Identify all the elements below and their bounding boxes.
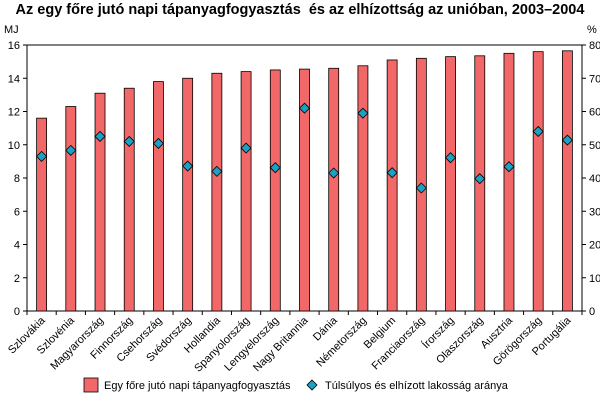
left-tick-label: 14: [8, 73, 20, 85]
data-point: [386, 167, 398, 179]
left-tick-label: 16: [8, 40, 20, 52]
x-tick-label: Franciaország: [370, 315, 428, 373]
data-point: [269, 162, 281, 174]
bar: [532, 51, 544, 312]
left-tick-label: 8: [14, 173, 20, 185]
bar: [153, 81, 164, 312]
right-tick-label: 20: [589, 240, 600, 252]
bar: [328, 67, 340, 312]
data-point: [123, 135, 135, 147]
data-point: [357, 107, 369, 119]
bar: [123, 87, 135, 312]
chart-title: Az egy főre jutó napi tápanyagfogyasztás…: [15, 2, 585, 18]
data-point: [474, 173, 486, 185]
data-point: [328, 167, 340, 179]
markers: [36, 102, 573, 194]
legend-marker-label: Túlsúlyos és elhízott lakosság aránya: [325, 380, 509, 392]
legend-bar-label: Egy főre jutó napi tápanyagfogyasztás: [104, 380, 291, 392]
bar: [561, 50, 573, 312]
right-tick-label: 60: [589, 107, 600, 119]
bar: [357, 65, 369, 312]
left-tick-label: 0: [14, 306, 20, 318]
bar: [445, 56, 456, 312]
bar: [269, 69, 281, 312]
left-tick-label: 12: [8, 107, 20, 119]
bar: [386, 59, 398, 312]
data-point: [561, 134, 573, 146]
legend: Egy főre jutó napi tápanyagfogyasztás Túl…: [83, 377, 509, 393]
bar: [211, 72, 223, 312]
data-point: [444, 152, 457, 164]
right-tick-label: 80: [589, 40, 600, 52]
data-point: [298, 102, 311, 114]
bar: [299, 68, 310, 312]
data-point: [94, 130, 106, 143]
left-axis-unit: MJ: [4, 24, 19, 36]
right-tick-label: 0: [589, 306, 595, 318]
bar: [94, 92, 106, 312]
data-point: [36, 150, 48, 162]
left-tick-label: 10: [8, 140, 20, 152]
legend-bar-swatch: [83, 377, 99, 393]
bar: [240, 71, 252, 312]
bar: [182, 77, 194, 312]
data-point: [65, 144, 77, 156]
right-tick-label: 10: [589, 273, 600, 285]
legend-marker-swatch: [306, 379, 318, 391]
data-point: [415, 182, 427, 194]
left-tick-label: 6: [14, 206, 20, 218]
data-point: [240, 142, 252, 154]
left-tick-label: 4: [14, 240, 20, 252]
data-point: [182, 160, 194, 172]
right-tick-label: 30: [589, 206, 600, 218]
left-tick-label: 2: [14, 273, 20, 285]
right-tick-label: 40: [589, 173, 600, 185]
right-axis-unit: %: [587, 24, 597, 36]
bars: [36, 50, 573, 312]
data-point: [152, 137, 165, 149]
right-tick-label: 70: [589, 73, 600, 85]
bar: [65, 106, 77, 312]
bar: [503, 52, 515, 312]
bar: [36, 117, 48, 312]
data-point: [532, 125, 544, 138]
right-tick-label: 50: [589, 140, 600, 152]
data-point: [503, 161, 515, 173]
data-point: [211, 165, 223, 177]
